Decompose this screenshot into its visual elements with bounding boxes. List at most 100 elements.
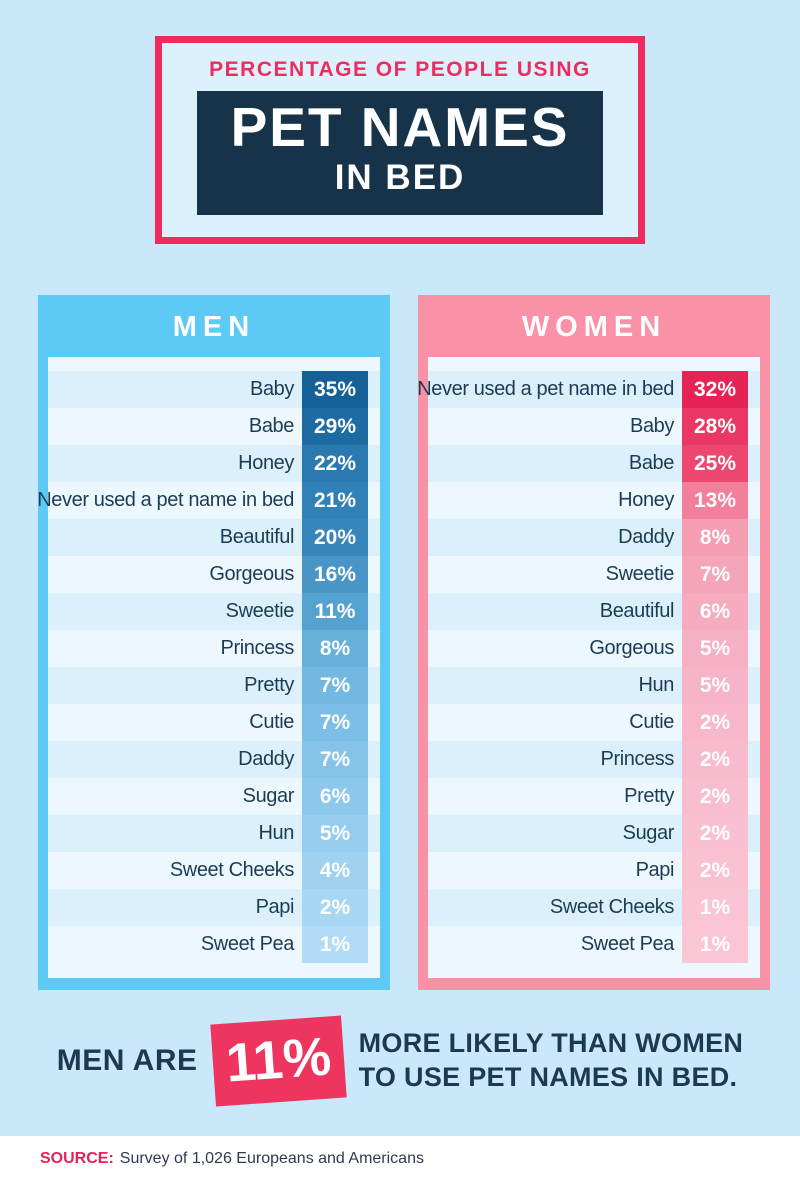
percent-chip: 8%: [682, 519, 748, 556]
pet-name-label: Sweetie: [605, 563, 675, 585]
pet-name-label: Beautiful: [219, 526, 295, 548]
list-row: Sweetie 11%: [48, 593, 380, 630]
list-row: Baby 28%: [428, 408, 760, 445]
percent-chip: 2%: [682, 741, 748, 778]
percent-chip: 1%: [682, 926, 748, 963]
list-row: Baby 35%: [48, 371, 380, 408]
percent-chip: 8%: [302, 630, 368, 667]
percent-chip: 5%: [302, 815, 368, 852]
percent-chip: 13%: [682, 482, 748, 519]
list-row: Beautiful 6%: [428, 593, 760, 630]
list-row: Papi 2%: [48, 889, 380, 926]
list-row: Pretty 2%: [428, 778, 760, 815]
men-list: Baby 35% Babe 29% Honey 22% Never used a pet n…: [37, 357, 380, 978]
list-row: Never used a pet name in bed 21%: [37, 482, 380, 519]
pet-name-label: Gorgeous: [209, 563, 294, 585]
list-row: Honey 13%: [428, 482, 760, 519]
page-subtitle: IN BED: [334, 157, 466, 197]
pet-name-label: Pretty: [244, 674, 294, 696]
percent-chip: 2%: [682, 704, 748, 741]
pet-name-label: Papi: [255, 896, 295, 918]
list-row: Cutie 7%: [48, 704, 380, 741]
pet-name-label: Honey: [618, 489, 674, 511]
page-title: PET NAMES: [230, 96, 570, 158]
pet-name-label: Babe: [628, 452, 675, 474]
pet-name-label: Princess: [220, 637, 295, 659]
list-row: Cutie 2%: [428, 704, 760, 741]
percent-chip: 21%: [302, 482, 368, 519]
list-row: Princess 8%: [48, 630, 380, 667]
percent-chip: 7%: [302, 704, 368, 741]
list-row: Babe 29%: [48, 408, 380, 445]
pet-name-label: Princess: [600, 748, 675, 770]
women-panel-title: WOMEN: [521, 311, 667, 343]
percent-chip: 2%: [682, 778, 748, 815]
women-list: Never used a pet name in bed 32% Baby 28% Ba…: [417, 357, 760, 978]
summary-prefix: MEN ARE: [56, 1043, 198, 1077]
percent-chip: 2%: [682, 852, 748, 889]
list-row: Sweet Cheeks 1%: [428, 889, 760, 926]
list-row: Hun 5%: [428, 667, 760, 704]
percent-chip: 6%: [302, 778, 368, 815]
list-row: Hun 5%: [48, 815, 380, 852]
list-row: Papi 2%: [428, 852, 760, 889]
source-text: Survey of 1,026 Europeans and Americans: [119, 1150, 424, 1167]
pet-name-label: Babe: [248, 415, 295, 437]
pet-name-label: Honey: [238, 452, 294, 474]
percent-chip: 7%: [302, 741, 368, 778]
list-row: Babe 25%: [428, 445, 760, 482]
source-label: SOURCE:: [40, 1150, 114, 1167]
percent-chip: 35%: [302, 371, 368, 408]
pet-name-label: Never used a pet name in bed: [417, 378, 674, 400]
stat-badge: 11%: [209, 1015, 347, 1106]
pet-name-label: Daddy: [238, 748, 294, 770]
percent-chip: 2%: [682, 815, 748, 852]
list-row: Honey 22%: [48, 445, 380, 482]
pet-name-label: Cutie: [249, 711, 294, 733]
header-frame: PERCENTAGE OF PEOPLE USING PET NAMES IN …: [155, 36, 645, 244]
pet-name-label: Pretty: [624, 785, 674, 807]
percent-chip: 25%: [682, 445, 748, 482]
header-title-box: PET NAMES IN BED: [197, 91, 603, 215]
percent-chip: 7%: [302, 667, 368, 704]
summary-suffix: MORE LIKELY THAN WOMEN TO USE PET NAMES …: [359, 1027, 744, 1095]
pet-name-label: Sweet Cheeks: [549, 896, 675, 918]
list-row: Sweet Pea 1%: [428, 926, 760, 963]
pet-name-label: Gorgeous: [589, 637, 674, 659]
men-panel: MEN Baby 35% Babe 29% Honey 22% Never used a p…: [37, 295, 390, 990]
men-panel-title: MEN: [172, 311, 256, 343]
percent-chip: 5%: [682, 630, 748, 667]
percent-chip: 22%: [302, 445, 368, 482]
percent-chip: 29%: [302, 408, 368, 445]
percent-chip: 1%: [302, 926, 368, 963]
pet-name-label: Never used a pet name in bed: [37, 489, 294, 511]
pet-name-label: Sugar: [622, 822, 675, 844]
list-row: Sweet Pea 1%: [48, 926, 380, 963]
pet-name-label: Cutie: [629, 711, 674, 733]
pet-name-label: Sweetie: [225, 600, 295, 622]
list-row: Sweetie 7%: [428, 556, 760, 593]
list-row: Sweet Cheeks 4%: [48, 852, 380, 889]
list-row: Sugar 6%: [48, 778, 380, 815]
percent-chip: 20%: [302, 519, 368, 556]
pet-name-label: Sweet Pea: [200, 933, 295, 955]
percent-chip: 4%: [302, 852, 368, 889]
summary-line-1: MORE LIKELY THAN WOMEN: [358, 1027, 744, 1058]
percent-chip: 5%: [682, 667, 748, 704]
list-row: Pretty 7%: [48, 667, 380, 704]
list-row: Gorgeous 5%: [428, 630, 760, 667]
list-row: Gorgeous 16%: [48, 556, 380, 593]
women-panel: WOMEN Never used a pet name in bed 32% Bab…: [417, 295, 770, 990]
percent-chip: 6%: [682, 593, 748, 630]
pet-name-label: Hun: [258, 822, 295, 844]
pet-name-label: Hun: [638, 674, 675, 696]
percent-chip: 11%: [302, 593, 368, 630]
list-row: Never used a pet name in bed 32%: [417, 371, 760, 408]
pet-name-label: Sugar: [242, 785, 295, 807]
pet-name-label: Sweet Pea: [580, 933, 675, 955]
pet-name-label: Beautiful: [599, 600, 675, 622]
header-eyebrow: PERCENTAGE OF PEOPLE USING: [209, 58, 591, 81]
pet-name-label: Papi: [635, 859, 675, 881]
list-row: Beautiful 20%: [48, 519, 380, 556]
percent-chip: 2%: [302, 889, 368, 926]
